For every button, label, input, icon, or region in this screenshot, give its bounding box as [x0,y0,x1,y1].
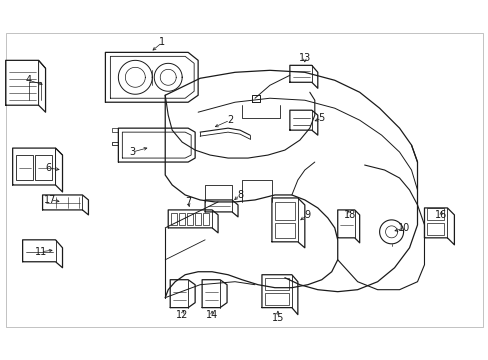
Bar [264,278,288,290]
Bar [203,213,209,225]
Bar [187,213,193,225]
Text: 4: 4 [25,75,32,85]
Text: 8: 8 [237,190,243,200]
Bar [264,293,288,305]
Bar [195,213,201,225]
Text: 1: 1 [159,37,165,48]
Bar [427,223,444,235]
Text: 3: 3 [129,147,135,157]
Text: 15: 15 [271,312,284,323]
Text: 7: 7 [184,197,191,207]
Text: 12: 12 [176,310,188,320]
Text: 18: 18 [343,210,355,220]
Bar [171,213,177,225]
Text: 5: 5 [318,113,324,123]
Text: 14: 14 [205,310,218,320]
Bar [274,223,294,238]
Text: 10: 10 [398,223,410,233]
Text: 6: 6 [45,163,52,173]
Bar [16,155,33,180]
Bar [427,208,444,220]
Text: 13: 13 [298,53,310,63]
Text: 9: 9 [304,210,310,220]
Text: 16: 16 [434,210,447,220]
Bar [179,213,185,225]
Bar [35,155,51,180]
Bar [274,202,294,220]
Bar [5,33,483,327]
Text: 2: 2 [226,115,233,125]
Text: 11: 11 [34,247,47,257]
Text: 17: 17 [44,195,57,205]
